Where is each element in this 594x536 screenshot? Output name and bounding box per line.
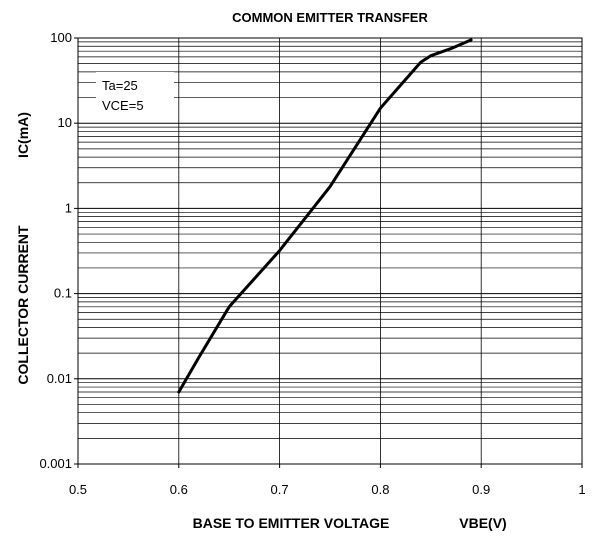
series-layer [177,38,473,394]
annotation-temperature: Ta=25 [102,78,138,93]
x-tick-label: 0.9 [472,482,490,497]
y-tick-label: 0.1 [54,286,72,301]
x-tick-label: 0.7 [271,482,289,497]
x-tick-label: 0.8 [371,482,389,497]
y-axis-label: COLLECTOR CURRENT [15,225,31,385]
y-axis-unit: IC(mA) [15,112,31,158]
y-axis-ticks: 0.001 0.01 0.1 1 10 100 [39,30,78,471]
series-line [177,38,473,394]
grid [78,38,582,465]
annotation-vce: VCE=5 [102,98,144,113]
annotation-box: Ta=25 VCE=5 [96,72,174,118]
x-axis-unit: VBE(V) [459,515,506,531]
x-tick-label: 1 [578,482,585,497]
x-tick-label: 0.6 [170,482,188,497]
y-tick-label: 0.001 [39,456,72,471]
plot-area-border [77,37,583,465]
x-axis-label: BASE TO EMITTER VOLTAGE [193,515,390,531]
x-axis-ticks: 0.5 0.6 0.7 0.8 0.9 1 [69,464,586,497]
y-tick-label: 1 [65,200,72,215]
x-tick-label: 0.5 [69,482,87,497]
chart-title: COMMON EMITTER TRANSFER [232,10,428,25]
y-tick-label: 0.01 [47,371,72,386]
y-tick-label: 10 [58,115,72,130]
y-tick-label: 100 [50,30,72,45]
annotation-background [96,72,174,118]
